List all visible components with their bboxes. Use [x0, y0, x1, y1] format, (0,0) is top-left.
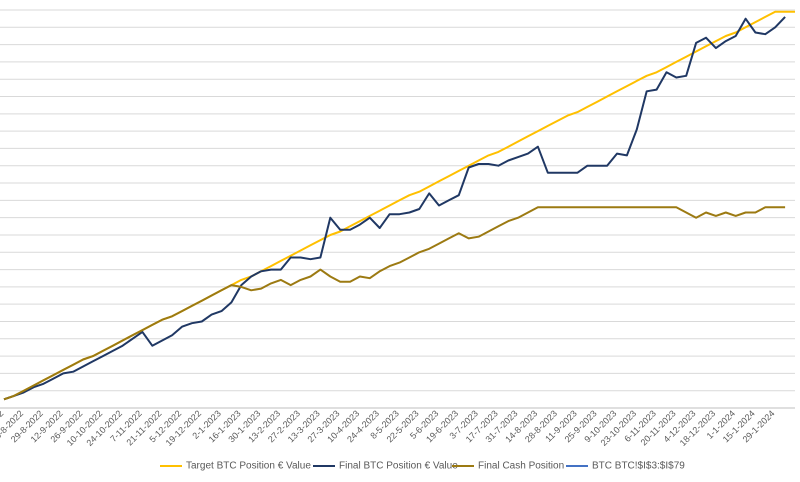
legend-label: Target BTC Position € Value [186, 461, 311, 472]
series-line [3, 206, 786, 401]
legend-label: Final BTC Position € Value [339, 461, 458, 472]
legend-label: Final Cash Position [478, 461, 564, 472]
legend-label: BTC BTC!$I$3:$I$79 [592, 461, 685, 472]
series-line [3, 16, 786, 401]
